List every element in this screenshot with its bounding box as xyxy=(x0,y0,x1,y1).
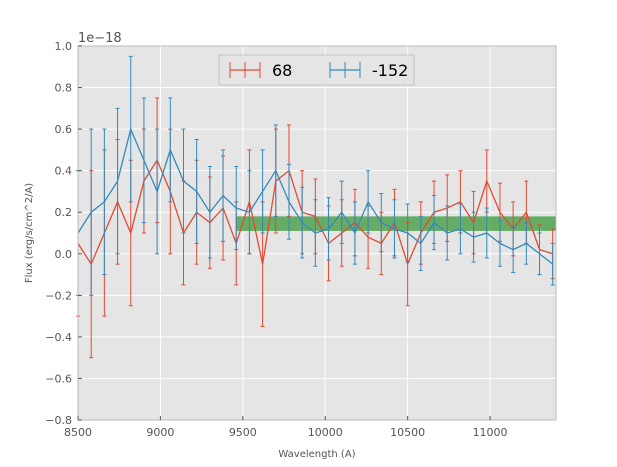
y-tick-label: 0.6 xyxy=(55,123,73,136)
x-tick-label: 9000 xyxy=(146,426,174,439)
series-line xyxy=(77,127,554,265)
x-tick-label: 8500 xyxy=(64,426,92,439)
legend-label-152: -152 xyxy=(372,61,408,80)
y-tick-label: 0.2 xyxy=(55,206,73,219)
plot-frame xyxy=(77,45,557,421)
y-tick-label: −0.2 xyxy=(45,289,72,302)
x-tick-labels: 8500 9000 9500 10000 10500 11000 xyxy=(64,416,508,439)
x-tick-label: 9500 xyxy=(229,426,257,439)
x-tick-label: 11000 xyxy=(473,426,508,439)
y-tick-label: 0.0 xyxy=(55,248,73,261)
series-152 xyxy=(76,55,555,296)
x-tick-label: 10500 xyxy=(390,426,425,439)
y-tick-label: 0.8 xyxy=(55,82,73,95)
flux-band xyxy=(236,216,556,231)
y-tick-label: −0.6 xyxy=(45,372,72,385)
series-layer xyxy=(76,55,555,359)
y-offset-label: 1e−18 xyxy=(78,31,122,46)
legend-swatch-68 xyxy=(229,62,261,78)
y-tick-label: 0.4 xyxy=(55,165,73,178)
y-tick-labels: −0.8 −0.6 −0.4 −0.2 0.0 0.2 0.4 0.6 0.8 1.0 xyxy=(45,40,82,427)
y-tick-label: −0.8 xyxy=(45,414,72,427)
y-tick-label: −0.4 xyxy=(45,331,72,344)
y-tick-label: 1.0 xyxy=(55,40,73,53)
legend: 68 -152 xyxy=(218,54,415,86)
legend-label-68: 68 xyxy=(272,61,292,80)
x-tick-label: 10000 xyxy=(308,426,343,439)
legend-swatch-152 xyxy=(329,62,361,78)
y-axis-label: Flux (erg/s/cm^2/A) xyxy=(24,183,35,283)
x-axis-label: Wavelength (A) xyxy=(278,449,355,460)
